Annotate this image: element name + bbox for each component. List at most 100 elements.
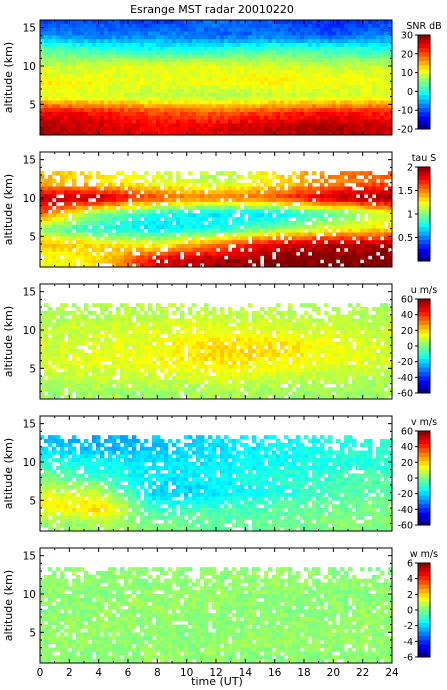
tau-cell [252,232,257,237]
u-cell [52,310,57,316]
tau-cell [248,228,253,233]
tau-cell [192,198,197,203]
snr-cell [284,127,289,132]
snr-cell [352,100,357,105]
snr-cell [360,43,365,48]
snr-cell [208,73,213,78]
snr-cell [56,54,61,59]
tau-cell [260,209,265,214]
u-cell [88,310,93,316]
snr-y-tick-label: 10 [23,61,36,73]
tau-cell [332,251,337,256]
snr-cell [372,27,377,32]
snr-cell [192,85,197,90]
tau-cell [324,259,329,264]
snr-cell [200,89,205,94]
snr-cell [296,73,301,78]
snr-cell [132,35,137,40]
tau-cell [124,247,129,253]
snr-cell [256,66,261,71]
tau-cell [384,198,389,203]
tau-cell [276,182,281,187]
snr-colorbar-step [418,103,430,108]
snr-cell [268,115,273,121]
tau-cell [112,201,117,207]
tau-cell [160,263,165,268]
snr-cell [312,96,317,101]
snr-cell [96,27,101,32]
snr-cell [336,31,341,36]
tau-colorbar-step [418,239,430,245]
snr-cell [128,50,133,55]
tau-cell [260,205,265,210]
tau-cell [316,259,321,264]
snr-cell [224,108,229,113]
tau-colorbar-tick-label: 2 [407,163,413,174]
snr-cell [360,127,365,132]
snr-cell [224,100,229,105]
tau-cell [328,244,333,249]
snr-cell [92,43,97,48]
snr-cell [368,69,373,75]
snr-cell [288,104,293,109]
snr-cell [52,115,57,121]
tau-cell [380,213,385,218]
tau-cell [252,224,257,230]
snr-cell [284,131,289,136]
snr-cell [388,20,393,25]
tau-cell [380,247,385,253]
snr-cell [188,20,193,25]
snr-cell [240,81,245,86]
tau-cell [188,194,193,199]
tau-cell [224,259,229,264]
snr-cell [104,39,109,44]
snr-cell [336,43,341,48]
snr-cell [52,127,57,132]
tau-cell [52,247,57,253]
tau-cell [108,186,113,191]
snr-cell [208,96,213,101]
snr-y-tick-label: 15 [23,23,36,35]
snr-cell [320,131,325,136]
snr-cell [76,96,81,101]
tau-cell [188,224,193,230]
tau-cell [348,171,353,176]
snr-cell [64,58,69,63]
tau-cell [148,255,153,260]
tau-cell [116,186,121,191]
snr-cell [84,96,89,101]
snr-cell [276,23,281,29]
tau-cell [388,194,393,199]
u-cell [360,307,365,312]
snr-colorbar-step [418,73,430,79]
u-cell [124,310,129,316]
snr-cell [276,50,281,55]
snr-cell [144,54,149,59]
tau-cell [228,232,233,237]
tau-cell [156,247,161,253]
snr-cell [48,35,53,40]
snr-cell [304,100,309,105]
snr-cell [104,35,109,40]
snr-cell [56,66,61,71]
tau-cell [388,240,393,245]
tau-cell [136,182,141,187]
snr-cell [92,112,97,117]
tau-cell [388,232,393,237]
snr-cell [124,20,129,25]
snr-cell [340,66,345,71]
tau-cell [160,209,165,214]
snr-cell [60,73,65,78]
snr-cell [304,50,309,55]
tau-cell [80,244,85,249]
snr-cell [172,96,177,101]
snr-cell [128,81,133,86]
tau-cell [296,186,301,191]
snr-cell [312,54,317,59]
snr-cell [84,43,89,48]
snr-cell [252,96,257,101]
tau-cell [148,201,153,207]
tau-cell [312,259,317,264]
tau-cell [304,178,309,184]
snr-cell [120,50,125,55]
